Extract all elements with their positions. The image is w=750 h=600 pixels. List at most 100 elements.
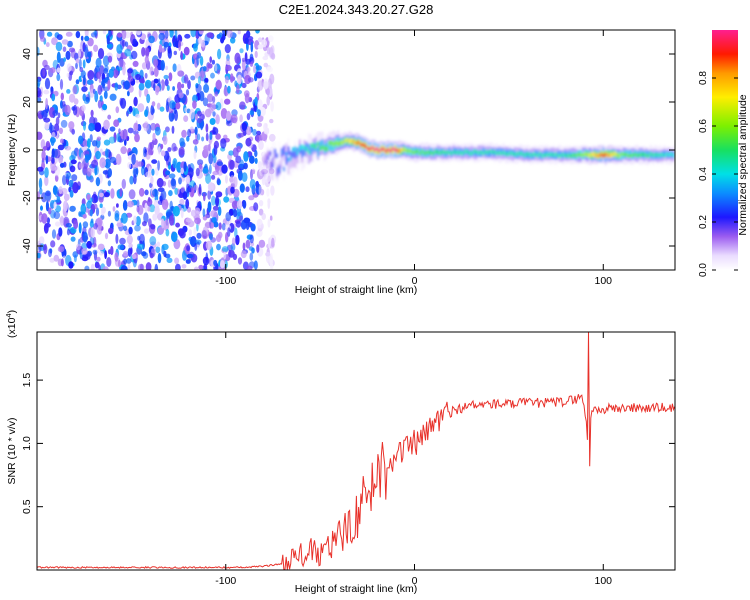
spectrogram-noise-cell — [70, 236, 76, 242]
spectrogram-noise-cell — [109, 156, 117, 164]
spectrogram-noise-cell — [255, 30, 260, 34]
spectrogram-noise-cell — [230, 114, 238, 124]
spectrogram-noise-cell — [44, 167, 49, 178]
spectrogram-noise-cell — [122, 128, 128, 141]
spectrogram-signal-cell — [271, 140, 274, 164]
spectrogram-signal-cell — [609, 153, 611, 158]
spectrogram-noise-cell — [204, 77, 209, 83]
spectrogram-noise-cell — [127, 200, 134, 208]
spectrogram-noise-cell — [211, 195, 216, 206]
spectrogram-noise-cell — [119, 187, 123, 197]
spectrogram-noise-cell — [79, 66, 84, 73]
spectrogram-noise-cell — [230, 186, 235, 194]
spectrogram-noise-cell — [234, 80, 238, 87]
spectrogram-signal-cell — [308, 149, 310, 155]
spectrogram-noise-cell — [263, 81, 269, 90]
spectrogram-noise-cell — [44, 175, 49, 187]
spectrogram-noise-cell — [144, 202, 148, 213]
spectrogram-signal-cell — [575, 153, 577, 158]
spectrogram-noise-cell — [154, 126, 161, 136]
spectrogram-noise-cell — [236, 200, 243, 210]
colorbar-tick-label: 0.0 — [698, 263, 709, 277]
spectrogram-signal-cell — [401, 147, 403, 152]
spectrogram-noise-cell — [100, 210, 105, 216]
spectrogram-noise-cell — [148, 218, 152, 228]
spectrogram-noise-cell — [186, 174, 191, 185]
spectrogram-noise-cell — [198, 264, 204, 270]
spectrogram-noise-cell — [153, 78, 159, 84]
spectrogram-noise-cell — [202, 42, 206, 49]
spectrogram-noise-cell — [102, 170, 109, 175]
spectrogram-noise-cell — [108, 68, 114, 78]
spectrogram-noise-cell — [152, 213, 158, 221]
spectrogram-noise-cell — [163, 250, 167, 258]
spectrogram-noise-cell — [133, 174, 137, 185]
spectrogram-noise-cell — [107, 79, 111, 91]
spectrogram-noise-cell — [254, 149, 258, 158]
spectrogram-noise-cell — [107, 114, 112, 120]
spectrogram-noise-cell — [65, 223, 73, 228]
colorbar-gradient — [712, 30, 738, 270]
spectrogram-signal-cell — [294, 149, 297, 159]
spectrogram-noise-cell — [256, 244, 260, 253]
spectrogram-noise-cell — [154, 263, 159, 270]
spectrogram-noise-cell — [43, 64, 50, 70]
spectrogram-signal-cell — [550, 152, 553, 157]
spectrogram-noise-cell — [151, 159, 158, 164]
spectrogram-noise-cell — [180, 167, 184, 174]
snr-y-tick-label: 1.5 — [21, 373, 33, 388]
spectrogram-noise-cell — [183, 46, 190, 56]
spectrogram-noise-cell — [261, 39, 267, 48]
spectrogram-x-axis-label: Height of straight line (km) — [295, 284, 418, 296]
spectrogram-noise-cell — [64, 104, 71, 116]
spectrogram-noise-cell — [165, 101, 169, 113]
spectrogram-noise-cell — [60, 138, 64, 144]
spectrogram-noise-cell — [245, 137, 252, 147]
spectrogram-signal-cell — [600, 153, 602, 157]
spectrogram-noise-cell — [119, 56, 124, 68]
spectrogram-noise-cell — [110, 188, 115, 199]
spectrogram-noise-cell — [146, 93, 151, 104]
spectrogram-noise-cell — [71, 174, 78, 182]
spectrogram-noise-cell — [215, 79, 222, 90]
spectrogram-noise-cell — [95, 207, 100, 217]
spectrogram-signal-cell — [611, 153, 614, 157]
spectrogram-noise-cell — [221, 164, 228, 174]
spectrogram-noise-cell — [83, 74, 86, 86]
spectrogram-noise-cell — [245, 186, 250, 193]
spectrogram-noise-cell — [215, 195, 220, 207]
spectrogram-noise-cell — [37, 131, 43, 140]
spectrogram-signal-cell — [287, 157, 290, 162]
spectrogram-noise-cell — [228, 250, 235, 258]
spectrogram-noise — [37, 30, 277, 270]
spectrogram-noise-cell — [156, 102, 161, 110]
spectrogram-noise-cell — [180, 51, 183, 60]
spectrogram-signal-cell — [539, 151, 541, 156]
spectrogram-noise-cell — [102, 82, 105, 89]
spectrogram-noise-cell — [241, 172, 248, 183]
spectrogram-signal — [262, 130, 675, 187]
spectrogram-noise-cell — [75, 58, 80, 64]
spectrogram-signal-cell — [308, 148, 310, 164]
spectrogram-signal-cell — [534, 152, 537, 157]
spectrogram-noise-cell — [57, 144, 65, 151]
spectrogram-noise-cell — [229, 175, 236, 185]
spectrogram-noise-cell — [122, 200, 128, 211]
spectrogram-noise-cell — [165, 126, 170, 133]
spectrogram-noise-cell — [217, 69, 221, 75]
spectrogram-signal-cell — [353, 140, 355, 145]
spectrogram-signal-cell — [387, 148, 389, 152]
spectrogram-signal-cell — [435, 149, 437, 154]
spectrogram-noise-cell — [249, 155, 255, 164]
svg-text:(x104): (x104) — [4, 310, 18, 338]
spectrogram-noise-cell — [175, 222, 181, 228]
spectrogram-noise-cell — [60, 187, 68, 195]
spectrogram-noise-cell — [216, 243, 221, 251]
spectrogram-noise-cell — [249, 61, 254, 67]
spectrogram-noise-cell — [119, 237, 126, 245]
spectrogram-noise-cell — [197, 159, 204, 166]
spectrogram-noise-cell — [178, 92, 184, 99]
spectrogram-noise-cell — [116, 44, 123, 54]
spectrogram-signal-cell — [362, 143, 365, 147]
